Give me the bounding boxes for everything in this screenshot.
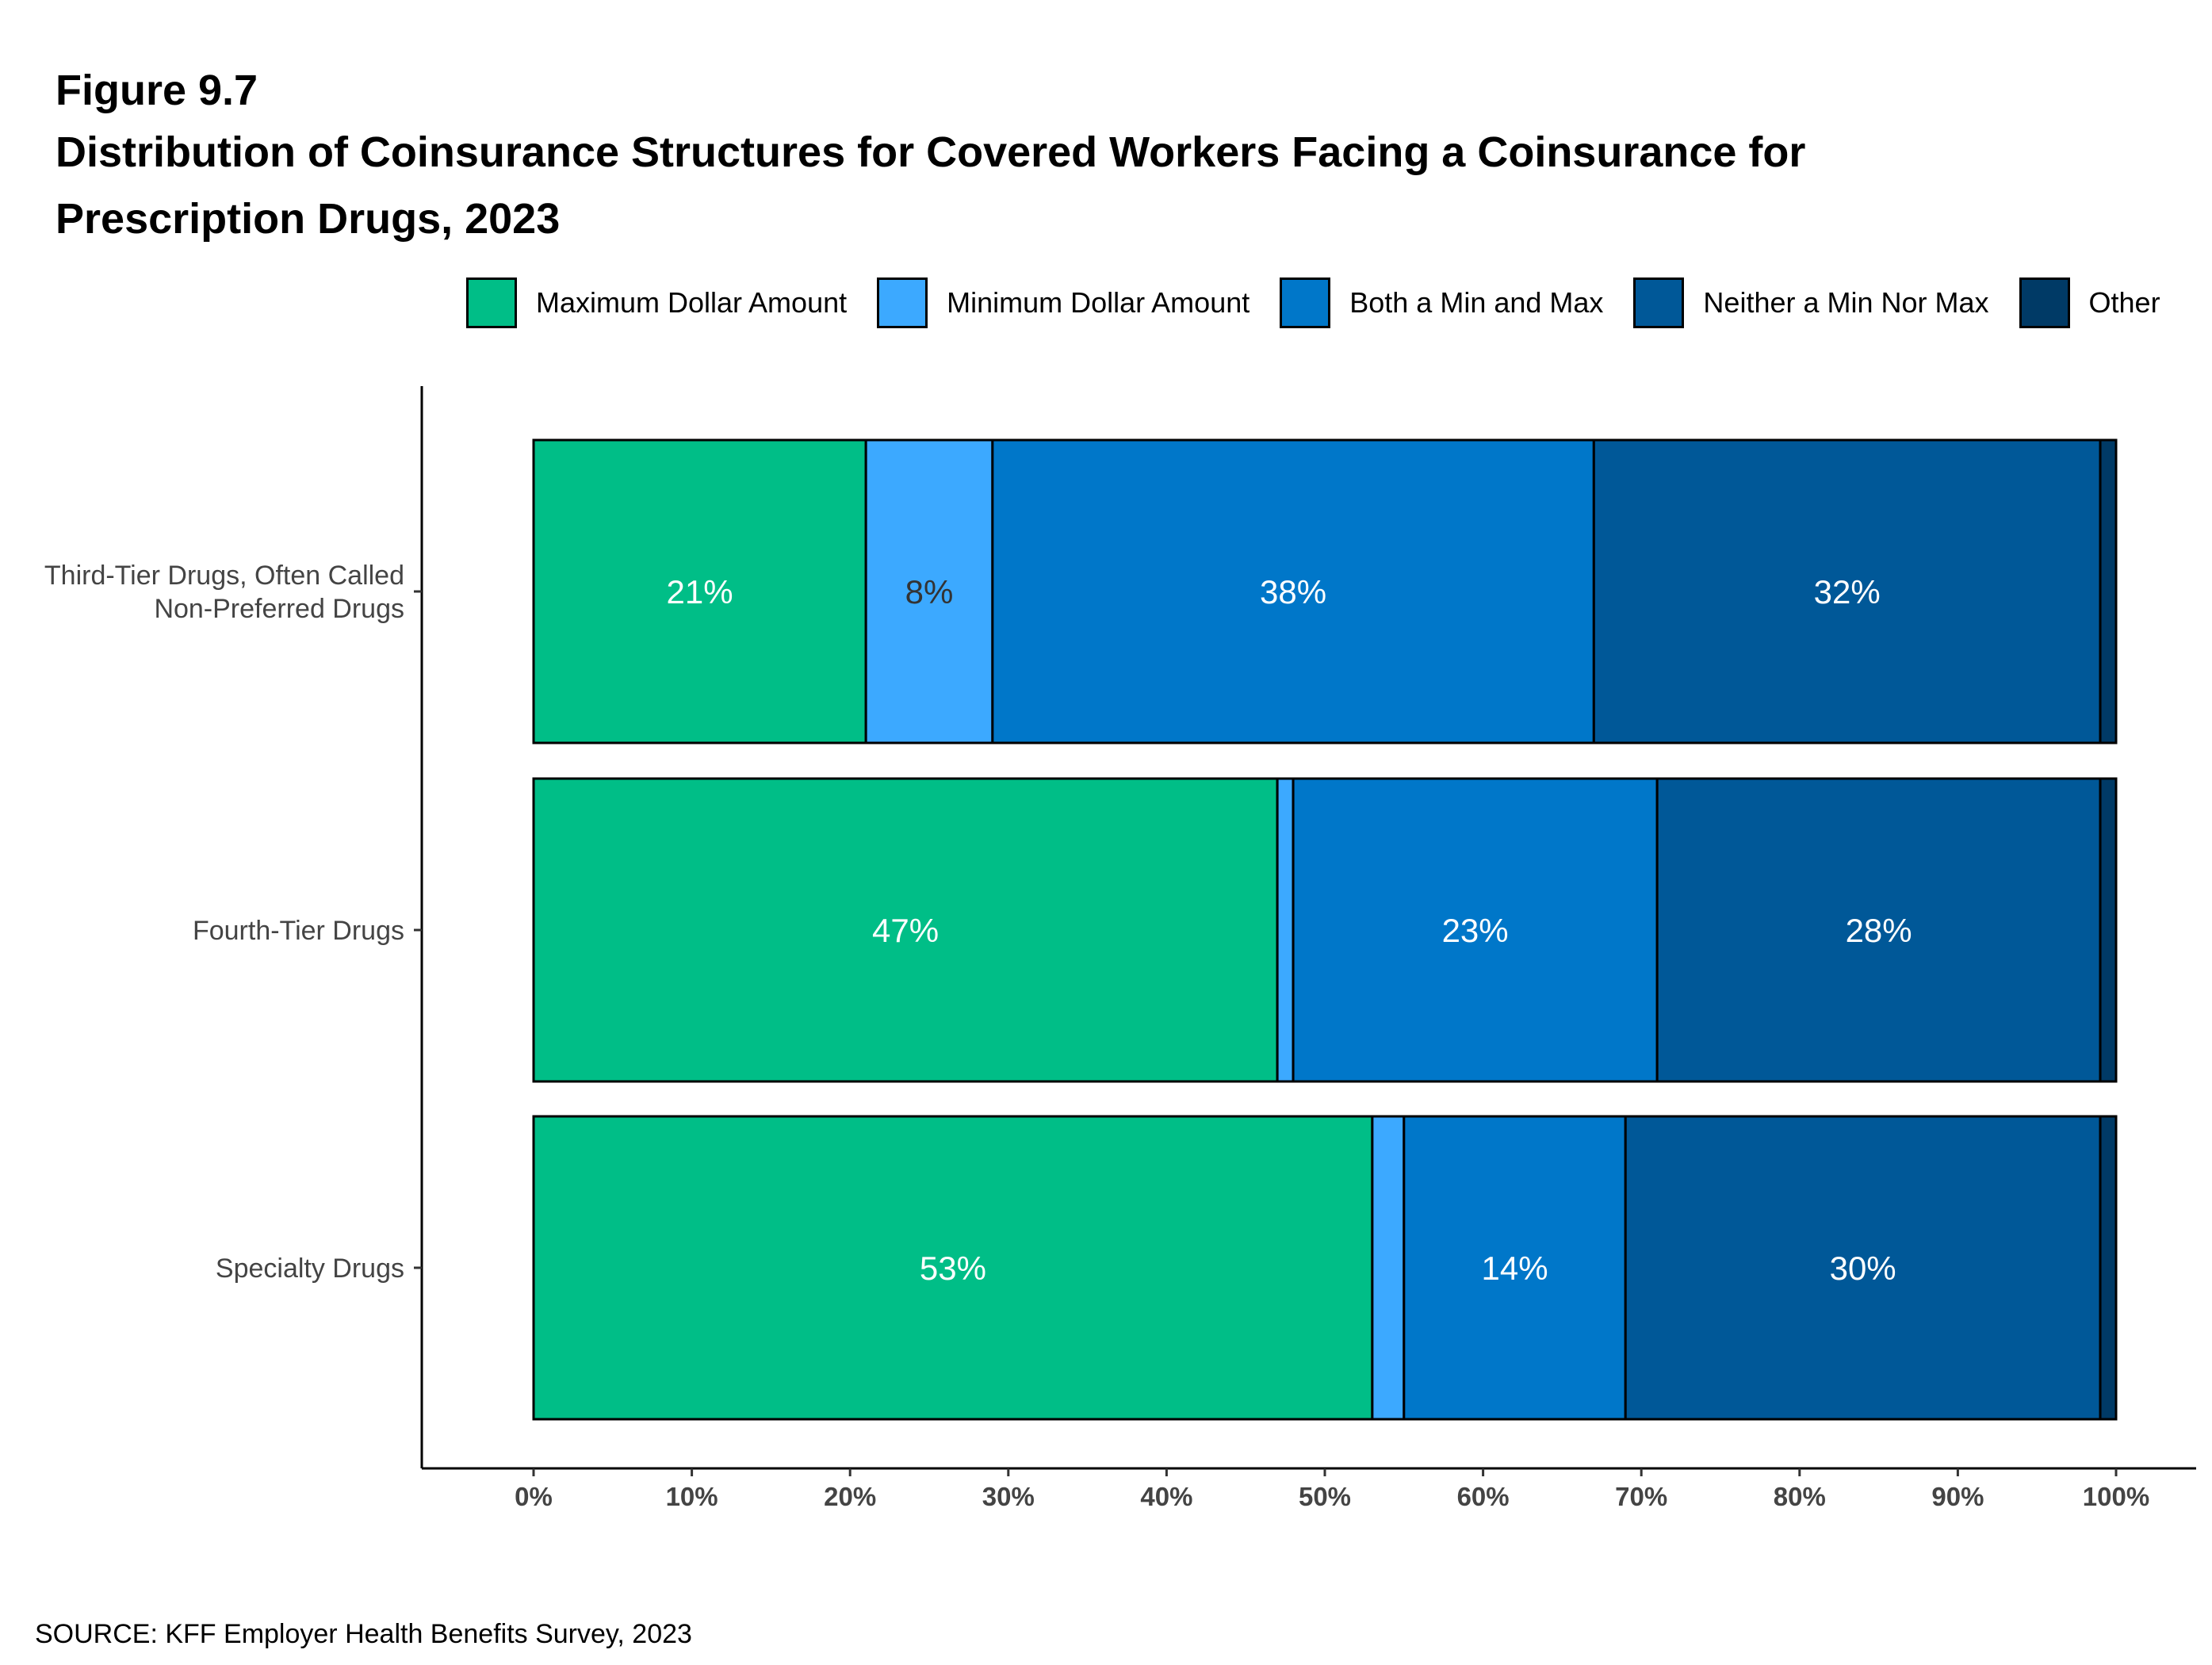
source-note: SOURCE: KFF Employer Health Benefits Sur…: [35, 1619, 692, 1649]
x-tick-label: 0%: [515, 1482, 553, 1511]
x-tick-label: 30%: [982, 1482, 1035, 1511]
bar-segment: [532, 777, 1279, 1083]
bar-segment: [1403, 1115, 1627, 1421]
chart-legend: Maximum Dollar Amount Minimum Dollar Amou…: [466, 275, 2160, 331]
x-tick-label: 80%: [1774, 1482, 1826, 1511]
bar-segment: [2099, 1115, 2118, 1421]
figure-title-line-1: Distribution of Coinsurance Structures f…: [55, 128, 1806, 176]
bar-segment: [1624, 1115, 2102, 1421]
legend-swatch: [1633, 278, 1685, 328]
legend-swatch: [2019, 278, 2070, 328]
data-label: 28%: [1846, 912, 1912, 949]
bar-segment: [1371, 1115, 1406, 1421]
x-tick-label: 50%: [1299, 1482, 1351, 1511]
bar-segment: [1292, 777, 1659, 1083]
data-label: 21%: [667, 573, 733, 610]
category-label: Third-Tier Drugs, Often Called: [44, 561, 404, 591]
legend-label: Neither a Min Nor Max: [1703, 286, 1989, 319]
data-label: 30%: [1830, 1250, 1896, 1287]
data-label: 38%: [1260, 573, 1326, 610]
category-label: Specialty Drugs: [216, 1254, 404, 1284]
legend-swatch: [1280, 278, 1331, 328]
legend-item: Maximum Dollar Amount: [466, 278, 847, 328]
data-label: 8%: [905, 573, 954, 610]
bar-segment: [991, 438, 1595, 744]
bar-segment: [864, 438, 994, 744]
legend-label: Minimum Dollar Amount: [947, 286, 1250, 319]
x-tick-label: 60%: [1457, 1482, 1510, 1511]
x-tick-label: 100%: [2083, 1482, 2149, 1511]
x-tick-label: 10%: [666, 1482, 718, 1511]
data-label: 47%: [872, 912, 939, 949]
bar-segment: [1655, 777, 2102, 1083]
x-tick-label: 20%: [824, 1482, 876, 1511]
figure-header: Figure 9.7 Distribution of Coinsurance S…: [55, 62, 2117, 252]
legend-swatch: [466, 278, 517, 328]
x-tick-label: 40%: [1140, 1482, 1192, 1511]
legend-item: Neither a Min Nor Max: [1633, 278, 1989, 328]
legend-label: Other: [2088, 286, 2160, 319]
legend-swatch: [877, 278, 928, 328]
x-tick-label: 90%: [1931, 1482, 1984, 1511]
legend-item: Other: [2019, 278, 2160, 328]
bar-segment: [2099, 438, 2118, 744]
legend-item: Minimum Dollar Amount: [877, 278, 1250, 328]
bar-segment: [532, 438, 867, 744]
figure-title-line-2: Prescription Drugs, 2023: [55, 195, 561, 243]
data-label: 53%: [920, 1250, 986, 1287]
x-tick-label: 70%: [1615, 1482, 1667, 1511]
category-label: Non-Preferred Drugs: [154, 594, 404, 624]
data-label: 23%: [1442, 912, 1509, 949]
bar-segment: [1592, 438, 2102, 744]
bar-segment: [2099, 777, 2118, 1083]
bar-segment: [1276, 777, 1295, 1083]
data-label: 14%: [1481, 1250, 1548, 1287]
figure-label: Figure 9.7: [55, 67, 258, 114]
legend-label: Maximum Dollar Amount: [536, 286, 848, 319]
legend-label: Both a Min and Max: [1349, 286, 1604, 319]
legend-item: Both a Min and Max: [1280, 278, 1603, 328]
data-label: 32%: [1814, 573, 1881, 610]
category-label: Fourth-Tier Drugs: [193, 916, 404, 946]
